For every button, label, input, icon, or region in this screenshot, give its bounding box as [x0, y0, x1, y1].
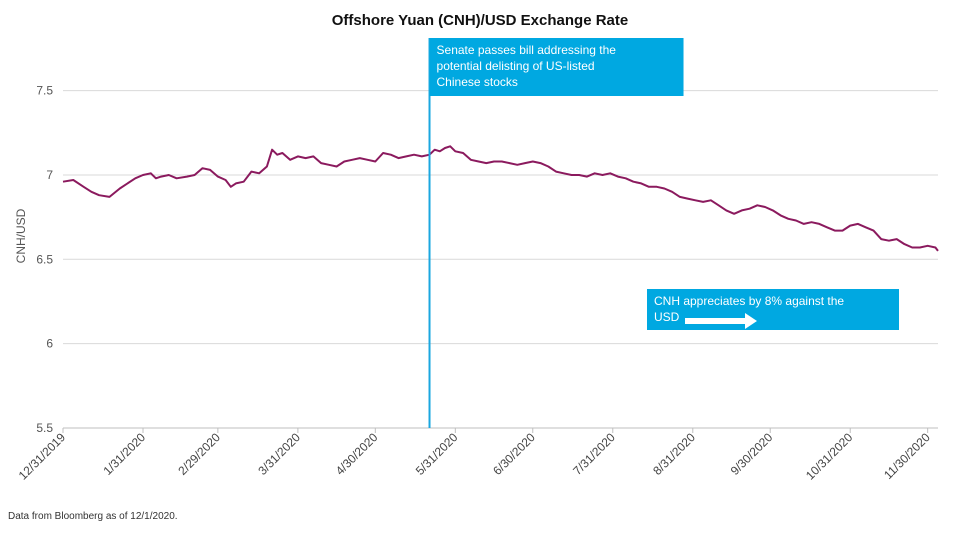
series-line-cnh-usd [62, 145, 939, 252]
annotations: Senate passes bill addressing the potenti… [428, 38, 899, 428]
annotation-text-appreciation: CNH appreciates by 8% against the [654, 294, 844, 308]
annotation-text-senate: Senate passes bill addressing the [437, 43, 617, 57]
source-note: Data from Bloomberg as of 12/1/2020. [8, 511, 178, 522]
x-tick-label: 9/30/2020 [728, 430, 776, 478]
x-tick-label: 4/30/2020 [333, 430, 381, 478]
x-tick-label: 8/31/2020 [650, 430, 698, 478]
y-axis-label: CNH/USD [14, 208, 28, 263]
x-tick-label: 7/31/2020 [570, 430, 618, 478]
y-tick-label: 6 [46, 337, 53, 351]
right-arrow-icon [685, 313, 757, 329]
x-tick-label: 2/29/2020 [175, 430, 223, 478]
annotation-text-appreciation: USD [654, 310, 680, 324]
annotation-text-senate: potential delisting of US-listed [437, 59, 595, 73]
annotation-text-senate: Chinese stocks [437, 75, 518, 89]
x-tick-label: 6/30/2020 [490, 430, 538, 478]
x-tick-label: 3/31/2020 [255, 430, 303, 478]
x-tick-label: 12/31/2019 [16, 430, 69, 483]
annotation-box-senate [429, 38, 684, 96]
gridlines [63, 90, 938, 429]
x-tick-label: 10/31/2020 [803, 430, 856, 483]
x-tick-label: 11/30/2020 [881, 430, 933, 482]
chart-title: Offshore Yuan (CNH)/USD Exchange Rate [332, 12, 628, 29]
x-tick-label: 1/31/2020 [100, 430, 148, 478]
y-axis-ticks: 5.5 6 6.5 7 7.5 [36, 84, 53, 435]
x-axis-ticks: 12/31/2019 1/31/2020 2/29/2020 3/31/2020 4/3… [16, 428, 933, 483]
x-tick-label: 5/31/2020 [413, 430, 461, 478]
y-tick-label: 7.5 [36, 84, 53, 98]
series-group [62, 145, 939, 252]
y-tick-label: 5.5 [36, 421, 53, 435]
y-tick-label: 6.5 [36, 252, 53, 266]
y-tick-label: 7 [46, 168, 53, 182]
